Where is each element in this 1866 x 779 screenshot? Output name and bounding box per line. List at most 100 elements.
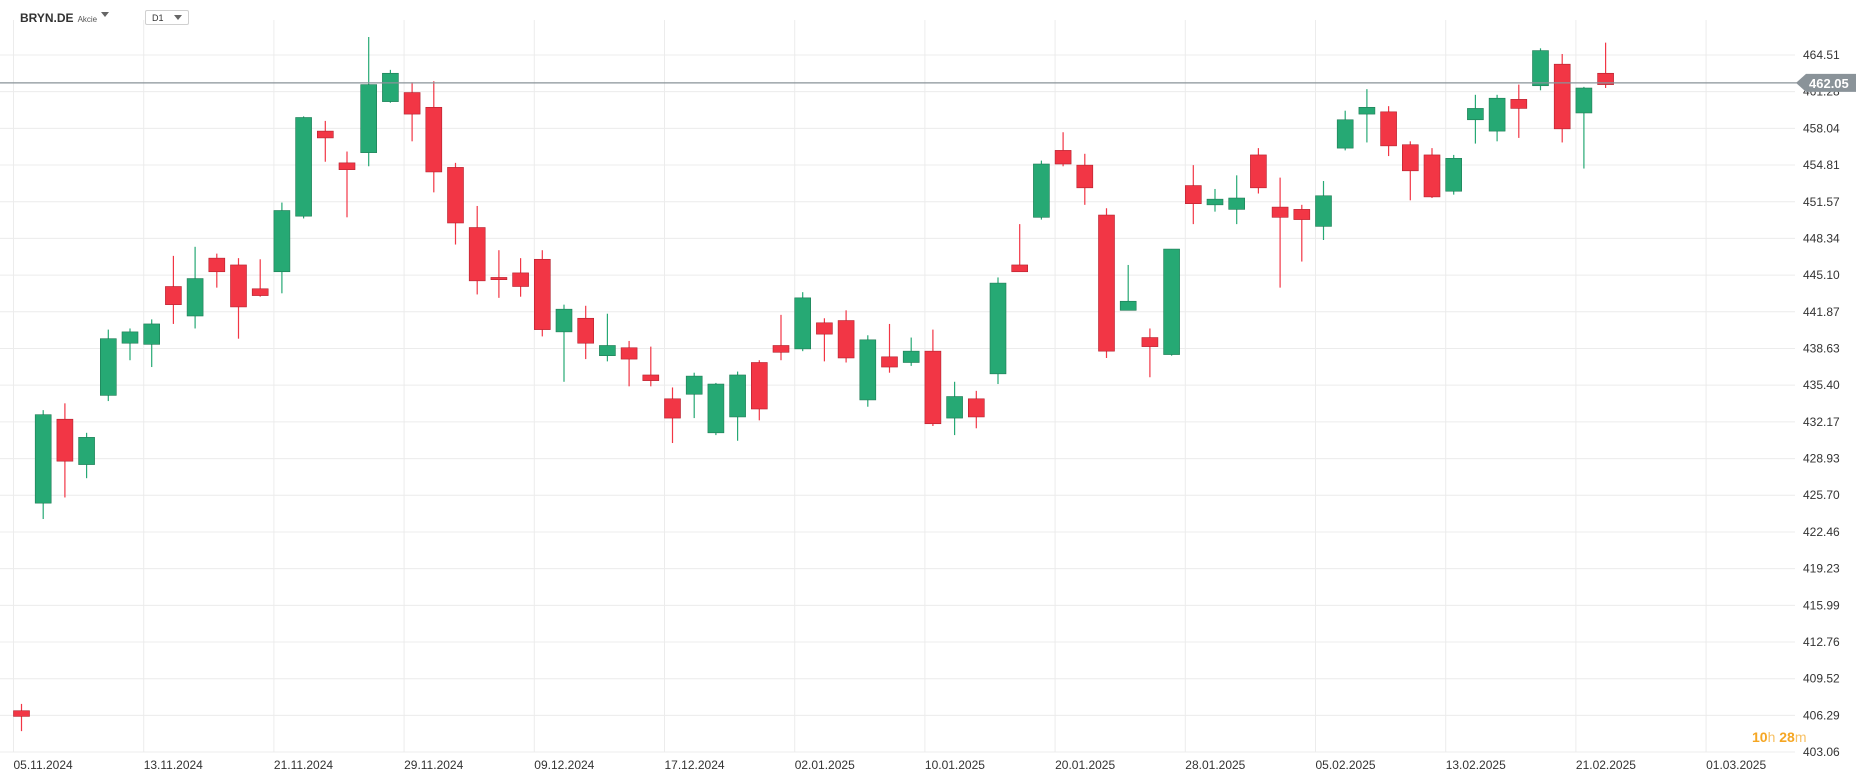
candle xyxy=(13,703,30,732)
y-tick-label: 412.76 xyxy=(1803,635,1840,649)
x-axis: 05.11.2024 13.11.2024 21.11.2024 29.11.2024… xyxy=(14,758,1767,772)
candle xyxy=(295,116,312,219)
candle xyxy=(1185,165,1202,225)
candle xyxy=(881,323,898,373)
candle xyxy=(1488,94,1506,142)
candle-body xyxy=(338,162,356,170)
chart-grid xyxy=(0,20,1795,753)
candle-body xyxy=(642,374,660,381)
candle xyxy=(967,390,985,429)
candle-body xyxy=(1423,154,1441,198)
candle-body xyxy=(100,338,117,396)
candle-body xyxy=(946,396,963,419)
candle-body xyxy=(1076,164,1094,189)
candle-body xyxy=(1575,87,1593,114)
candle-body xyxy=(1228,197,1245,210)
candle-body xyxy=(403,92,421,115)
candle xyxy=(729,371,746,441)
candle-body xyxy=(620,347,638,360)
y-tick-label: 448.34 xyxy=(1803,231,1840,245)
y-tick-label: 438.63 xyxy=(1803,342,1840,356)
x-tick-label: 29.11.2024 xyxy=(404,758,463,772)
candle-body xyxy=(1315,195,1332,227)
candle-body xyxy=(1098,214,1115,352)
y-tick-label: 454.81 xyxy=(1803,158,1840,172)
x-tick-label: 20.01.2025 xyxy=(1055,758,1115,772)
symbol-type: Akcie xyxy=(77,15,98,24)
y-tick-label: 464.51 xyxy=(1803,48,1840,62)
symbol-selector[interactable]: BRYN.DE Akcie xyxy=(20,11,97,25)
candle xyxy=(1141,328,1159,378)
candle xyxy=(1553,53,1571,143)
y-tick-label: 419.23 xyxy=(1803,562,1840,576)
candle xyxy=(902,337,920,366)
candle xyxy=(1076,153,1094,205)
candle xyxy=(1510,84,1528,138)
candle-body xyxy=(295,117,312,217)
y-tick-label: 403.06 xyxy=(1803,745,1840,759)
x-tick-label: 21.02.2025 xyxy=(1576,758,1636,772)
candle xyxy=(338,151,356,218)
timeframe-select[interactable]: D1 xyxy=(145,10,189,25)
candle xyxy=(121,328,139,361)
candle-body xyxy=(78,437,95,465)
x-tick-label: 05.11.2024 xyxy=(14,758,73,772)
candle-body xyxy=(273,210,291,273)
candle-body xyxy=(230,264,247,308)
candle-body xyxy=(468,227,486,282)
candle-body xyxy=(1358,106,1376,115)
candle-body xyxy=(707,383,725,434)
last-price-label: 462.05 xyxy=(1809,76,1849,91)
candle xyxy=(1228,175,1245,225)
candle xyxy=(685,372,703,419)
y-axis: 464.51461.28458.04454.81451.57448.34445.… xyxy=(1803,48,1840,759)
candle-body xyxy=(1467,108,1484,121)
x-tick-label: 13.11.2024 xyxy=(144,758,203,772)
candle xyxy=(989,277,1007,385)
candle xyxy=(447,162,464,245)
candle xyxy=(1119,264,1137,311)
candle xyxy=(664,387,681,444)
countdown-minutes: 28 xyxy=(1779,729,1795,745)
last-price-line: 462.05 xyxy=(0,73,1856,92)
candle-body xyxy=(729,374,746,418)
candle xyxy=(34,410,52,520)
countdown-minutes-unit: m xyxy=(1794,729,1807,745)
candle-body xyxy=(382,72,399,102)
candle xyxy=(1293,204,1311,262)
candle xyxy=(186,246,204,329)
candle xyxy=(208,253,226,288)
x-tick-label: 05.02.2025 xyxy=(1316,758,1376,772)
candle xyxy=(837,310,855,363)
candle-body xyxy=(1011,264,1029,273)
candle xyxy=(555,304,573,382)
candle-body xyxy=(13,710,30,717)
candle-body xyxy=(1119,300,1137,311)
candle-body xyxy=(859,339,877,401)
chevron-down-icon[interactable] xyxy=(101,12,109,17)
y-tick-label: 425.70 xyxy=(1803,488,1840,502)
candle-body xyxy=(1445,158,1462,192)
candle xyxy=(1575,86,1593,169)
x-tick-label: 01.03.2025 xyxy=(1706,758,1766,772)
candle-body xyxy=(1510,99,1528,109)
candle xyxy=(78,432,95,479)
candle-body xyxy=(685,375,703,395)
candle-body xyxy=(143,323,160,345)
candle xyxy=(816,318,833,362)
y-tick-label: 415.99 xyxy=(1803,598,1840,612)
candle-body xyxy=(447,167,464,224)
candle-body xyxy=(1597,72,1614,85)
candle-body xyxy=(1336,119,1354,149)
candle-body xyxy=(1054,150,1072,165)
candle xyxy=(468,205,486,295)
candle-body xyxy=(989,282,1007,375)
candle-body xyxy=(1250,154,1267,189)
symbol-name: BRYN.DE xyxy=(20,11,74,25)
candle-body xyxy=(664,398,681,419)
candle xyxy=(599,313,616,362)
candle-body xyxy=(794,297,812,350)
candle xyxy=(1336,110,1354,151)
candle-body xyxy=(208,257,226,273)
